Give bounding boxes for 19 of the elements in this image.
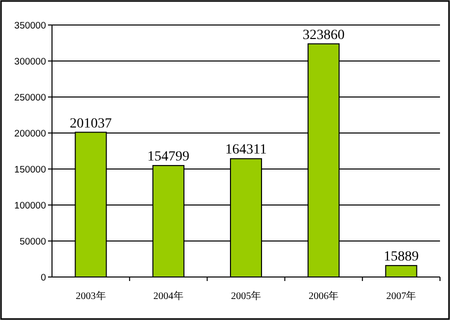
y-tick-label: 250000 (14, 92, 46, 104)
data-label: 154799 (147, 150, 190, 165)
x-tick-label: 2006年 (308, 290, 339, 302)
y-tick-label: 0 (40, 272, 46, 284)
x-tick-label: 2005年 (231, 290, 261, 302)
y-tick-label: 50000 (20, 236, 46, 248)
data-label: 323860 (302, 28, 345, 43)
y-tick-label: 350000 (14, 20, 46, 32)
data-label: 15889 (384, 250, 419, 265)
y-tick-label: 150000 (14, 164, 46, 176)
y-tick-label: 300000 (14, 56, 46, 68)
y-tick-label: 200000 (14, 128, 46, 140)
bar (385, 265, 418, 278)
y-tick-label: 100000 (14, 200, 46, 212)
x-tick-label: 2004年 (153, 290, 184, 302)
data-label: 201037 (70, 116, 112, 132)
data-label: 164311 (225, 142, 267, 158)
x-tick-label: 2003年 (76, 290, 106, 302)
x-tick-label: 2007年 (386, 290, 416, 302)
